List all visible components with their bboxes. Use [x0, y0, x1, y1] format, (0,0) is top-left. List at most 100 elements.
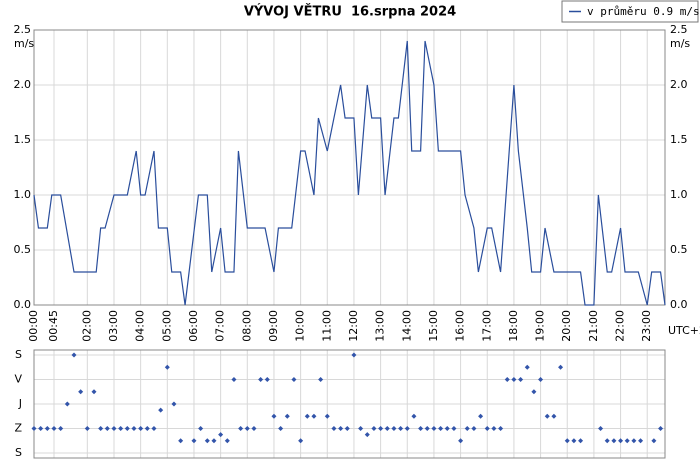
data-point [651, 438, 657, 444]
x-tick-label: 20:00 [560, 310, 573, 342]
x-tick-label: 02:00 [80, 310, 93, 342]
data-point [631, 438, 637, 444]
data-point [478, 413, 484, 419]
x-tick-label: 21:00 [587, 310, 600, 342]
data-point [138, 426, 144, 431]
data-point [38, 426, 44, 431]
y-axis-label-right: m/s [670, 37, 690, 50]
legend-label: v průměru 0.9 m/s [587, 5, 700, 18]
data-point [558, 364, 564, 370]
y-tick-label-right: 0.0 [670, 298, 688, 311]
x-tick-label: 17:00 [480, 310, 493, 342]
data-point [611, 438, 617, 444]
data-point [518, 377, 524, 382]
data-point [278, 426, 284, 431]
data-point [598, 426, 604, 431]
y-tick-label-right: 1.0 [670, 188, 688, 201]
data-point [264, 377, 270, 382]
y-tick-label: 2.5 [14, 23, 32, 36]
data-point [364, 432, 370, 438]
plot-area [34, 30, 665, 305]
x-tick-label: 22:00 [614, 310, 627, 342]
data-point [124, 426, 130, 431]
data-point [84, 426, 90, 431]
data-point [471, 426, 477, 431]
data-point [318, 377, 324, 382]
data-point [458, 438, 464, 444]
data-point [218, 432, 224, 438]
data-point [104, 426, 110, 431]
data-point [431, 426, 437, 431]
data-point [224, 438, 230, 444]
data-point [511, 377, 517, 382]
data-point [371, 426, 377, 431]
data-point [564, 438, 570, 444]
data-point [624, 438, 630, 444]
x-tick-label: 08:00 [240, 310, 253, 342]
data-point [171, 401, 177, 407]
data-point [538, 377, 544, 382]
data-point [251, 426, 257, 431]
y-tick-label: 0.0 [14, 298, 32, 311]
data-point [338, 426, 344, 431]
data-point [304, 413, 310, 419]
x-tick-label: 11:00 [320, 310, 333, 342]
y-axis-label: m/s [14, 37, 34, 50]
data-point [144, 426, 150, 431]
data-point [604, 438, 610, 444]
y-tick-label-right: 0.5 [670, 243, 688, 256]
x-tick-label: 00:45 [47, 310, 60, 342]
data-point [111, 426, 117, 431]
data-point [51, 426, 57, 431]
data-point [451, 426, 457, 431]
data-point [344, 426, 350, 431]
y-tick-label-right: 2.0 [670, 78, 688, 91]
data-point [324, 413, 330, 419]
data-point [58, 426, 64, 431]
data-point [191, 438, 197, 444]
data-point [551, 413, 557, 419]
x-tick-label: 13:00 [374, 310, 387, 342]
data-point [438, 426, 444, 431]
plot-frame [33, 29, 666, 306]
legend-box [561, 0, 699, 23]
data-point [284, 413, 290, 419]
x-tick-label: 15:00 [427, 310, 440, 342]
data-point [64, 401, 70, 407]
chart-title: VÝVOJ VĚTRU 16.srpna 2024 [244, 4, 456, 20]
data-point [231, 377, 237, 382]
x-tick-label: 16:00 [454, 310, 467, 342]
data-point [524, 364, 530, 370]
data-point [244, 426, 250, 431]
x-tick-label: 10:00 [294, 310, 307, 342]
legend: v průměru 0.9 m/s [561, 0, 700, 23]
data-point [444, 426, 450, 431]
data-point [504, 377, 510, 382]
x-tick-label: 12:00 [347, 310, 360, 342]
data-point [118, 426, 124, 431]
data-point [158, 407, 164, 413]
x-tick-label: 00:00 [27, 310, 40, 342]
x-tick-label: 09:00 [267, 310, 280, 342]
data-point [198, 426, 204, 431]
data-point [544, 413, 550, 419]
y-tick-label-right: 1.5 [670, 133, 688, 146]
y-tick-label: V [14, 373, 22, 386]
y-tick-label: 0.5 [14, 243, 32, 256]
y-tick-label: S [15, 446, 22, 459]
y-tick-label: 1.0 [14, 188, 32, 201]
data-point [378, 426, 384, 431]
x-tick-label: 05:00 [160, 310, 173, 342]
data-point [98, 426, 104, 431]
data-point [464, 426, 470, 431]
data-point [418, 426, 424, 431]
data-point [351, 352, 357, 358]
data-point [78, 389, 84, 395]
data-point [384, 426, 390, 431]
data-point [91, 389, 97, 395]
x-tick-label: 23:00 [640, 310, 653, 342]
data-point [298, 438, 304, 444]
x-tick-label: 19:00 [534, 310, 547, 342]
data-point [331, 426, 337, 431]
